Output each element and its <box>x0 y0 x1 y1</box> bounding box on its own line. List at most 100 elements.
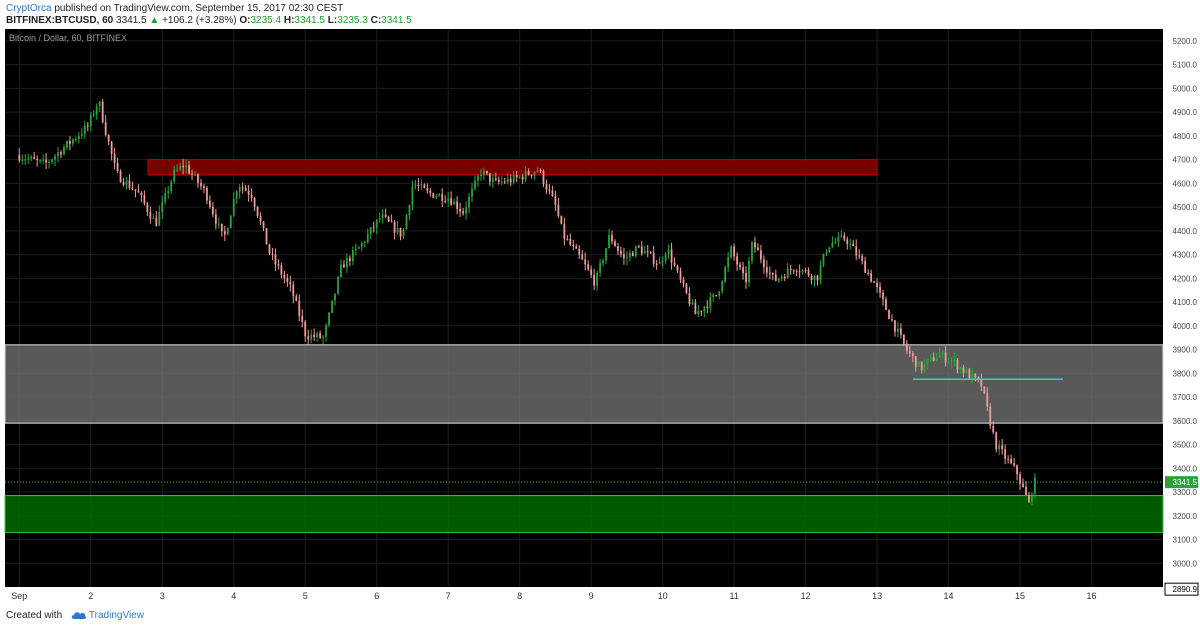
candle-bearish <box>858 255 861 257</box>
candle-bullish <box>897 328 899 332</box>
candle-bearish <box>745 273 747 283</box>
candle-bearish <box>423 184 426 188</box>
candle-bearish <box>456 201 459 210</box>
candle-bearish <box>488 173 491 182</box>
y-tick-label: 5200.0 <box>1173 37 1198 46</box>
candle-bearish <box>855 246 858 256</box>
candle-bullish <box>998 445 1001 450</box>
candle-bullish <box>238 187 241 192</box>
x-tick-label: 15 <box>1015 591 1025 601</box>
candle-bearish <box>572 244 575 247</box>
candle-bullish <box>602 260 604 264</box>
candle-bearish <box>914 356 917 367</box>
candle-bearish <box>908 350 911 354</box>
candle-bearish <box>247 190 250 195</box>
candle-bullish <box>310 334 313 340</box>
candle-bullish <box>340 264 342 277</box>
chart-title: Bitcoin / Dollar, 60, BITFINEX <box>9 33 127 43</box>
candle-bearish <box>268 244 271 254</box>
candle-bullish <box>80 134 83 136</box>
candle-bearish <box>494 178 497 180</box>
candle-bearish <box>429 190 432 194</box>
candle-bearish <box>1004 449 1007 459</box>
candle-bearish <box>682 279 685 284</box>
candle-bearish <box>968 369 971 379</box>
candle-bullish <box>917 361 920 367</box>
candle-bearish <box>349 257 351 262</box>
candle-bullish <box>709 297 712 308</box>
candle-bullish <box>435 196 438 198</box>
candle-bearish <box>700 310 703 312</box>
candle-bearish <box>262 221 265 229</box>
candle-bearish <box>497 179 500 182</box>
candle-bearish <box>432 193 435 198</box>
candle-bearish <box>861 256 864 261</box>
candle-bullish <box>354 248 357 251</box>
candle-bearish <box>1028 494 1030 502</box>
candle-bullish <box>518 176 521 178</box>
candle-bearish <box>879 286 881 293</box>
candle-bearish <box>911 353 914 357</box>
candle-bearish <box>116 163 119 172</box>
candle-bullish <box>411 186 414 206</box>
price-chart[interactable]: Sep 2 3 4 5 6 7 8 9 10 11 12 13 14 15 16 5200.0 5100.0 500… <box>0 29 1200 604</box>
author-link[interactable]: CryptOrca <box>6 3 52 14</box>
candle-bearish <box>623 254 625 259</box>
y-tick-label: 4600.0 <box>1173 179 1198 188</box>
candle-bearish <box>852 243 855 247</box>
y-tick-label: 4900.0 <box>1173 108 1198 117</box>
candle-bearish <box>444 200 447 202</box>
candle-bullish <box>375 219 378 228</box>
candle-bearish <box>307 336 310 340</box>
high-value: 3341.5 <box>294 15 325 26</box>
candle-bearish <box>652 252 655 264</box>
candle-bullish <box>730 246 733 258</box>
candle-bearish <box>107 135 110 142</box>
candle-bearish <box>459 209 461 212</box>
candle-bearish <box>390 221 393 223</box>
y-tick-label: 4000.0 <box>1173 322 1198 331</box>
y-tick-label: 3100.0 <box>1173 536 1198 545</box>
low-value: 3235.3 <box>337 15 368 26</box>
candle-bearish <box>795 271 798 273</box>
candle-bullish <box>21 159 24 161</box>
candle-bearish <box>688 293 691 305</box>
candle-bearish <box>223 231 226 235</box>
candle-bearish <box>134 189 137 191</box>
candle-bearish <box>203 186 205 189</box>
price-change: +106.2 (+3.28%) <box>162 15 237 26</box>
candle-bullish <box>596 272 598 286</box>
candle-bearish <box>137 190 140 193</box>
footer: Created with TradingView <box>6 610 144 621</box>
candle-bullish <box>366 234 369 243</box>
candle-bullish <box>536 170 539 172</box>
x-tick-label: 4 <box>231 591 236 601</box>
candle-bullish <box>408 205 411 216</box>
low-label: L: <box>327 15 338 26</box>
candle-bullish <box>661 260 664 263</box>
candle-bullish <box>66 140 68 148</box>
candle-bearish <box>393 221 396 233</box>
candle-bearish <box>882 292 884 300</box>
candle-bearish <box>980 379 983 387</box>
candle-bullish <box>828 247 831 252</box>
candle-bearish <box>593 274 596 286</box>
candle-bullish <box>77 135 80 139</box>
candle-bearish <box>649 251 652 253</box>
y-tick-label: 3900.0 <box>1173 346 1198 355</box>
candle-bullish <box>491 178 494 182</box>
candle-bearish <box>900 328 902 335</box>
candle-bearish <box>274 254 277 265</box>
candle-bullish <box>161 201 164 212</box>
candle-bearish <box>36 158 39 161</box>
candle-bearish <box>539 170 542 172</box>
candle-bearish <box>810 275 813 281</box>
tradingview-link[interactable]: TradingView <box>88 610 144 621</box>
tradingview-cloud-icon <box>71 612 87 619</box>
candle-bearish <box>149 211 152 219</box>
candle-bearish <box>509 178 512 183</box>
candle-bullish <box>697 310 700 315</box>
candle-bearish <box>739 264 741 268</box>
candle-bearish <box>944 352 947 363</box>
candle-bearish <box>140 192 143 196</box>
